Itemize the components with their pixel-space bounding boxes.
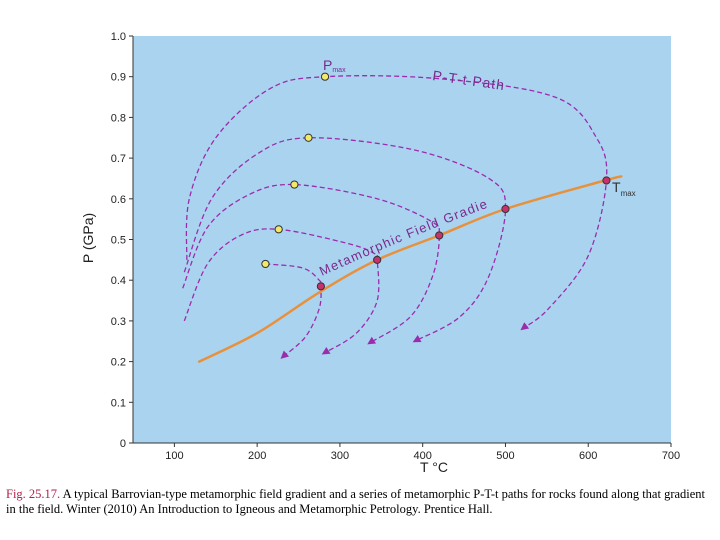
x-axis-label: T °C (420, 459, 448, 475)
x-tick-label: 600 (579, 450, 597, 462)
y-tick-label: 0.9 (111, 72, 126, 84)
tmax-point (373, 255, 382, 264)
y-tick-label: 0.3 (111, 316, 126, 328)
axes: 0 0.1 0.2 0.3 0.4 0.5 0.6 0.7 0.8 0.9 1.0 100 200 300… (111, 31, 680, 462)
pt-t-path-line (182, 183, 440, 345)
x-tick-label: 100 (165, 450, 183, 462)
y-tick-label: 0.7 (111, 153, 126, 165)
y-tick-label: 0.8 (111, 112, 126, 124)
pt-t-path-line (185, 75, 608, 331)
x-tick-label: 700 (662, 450, 680, 462)
field-gradient (197, 175, 623, 363)
tmax-point (435, 231, 444, 240)
pmax-point (304, 133, 313, 142)
y-tick-label: 0.2 (111, 357, 126, 369)
pt-t-path-line (183, 228, 380, 355)
pt-chart: 0 0.1 0.2 0.3 0.4 0.5 0.6 0.7 0.8 0.9 1.0 100 200 300… (0, 0, 680, 475)
y-tick-label: 0 (120, 438, 126, 450)
points (261, 72, 611, 291)
plot-area (133, 36, 671, 443)
pmax-point (274, 225, 283, 234)
figure-caption: Fig. 25.17. A typical Barrovian-type met… (6, 487, 714, 517)
figure-number: Fig. 25.17. (6, 487, 61, 501)
caption-text: A typical Barrovian-type metamorphic fie… (6, 487, 706, 516)
y-axis-label: P (GPa) (80, 213, 96, 263)
x-tick-label: 500 (496, 450, 514, 462)
y-tick-label: 0.4 (111, 275, 126, 287)
pmax-label: Pmax (323, 57, 346, 74)
x-tick-label: 300 (331, 450, 349, 462)
y-tick-label: 0.6 (111, 194, 126, 206)
y-tick-label: 1.0 (111, 31, 126, 43)
pmax-point (261, 259, 270, 269)
tmax-label: Tmax (612, 179, 636, 198)
tmax-point (602, 176, 611, 185)
x-tick-label: 400 (414, 450, 432, 462)
x-tick-label: 200 (248, 450, 266, 462)
field-gradient-line (197, 175, 623, 363)
pt-t-path-line (183, 137, 507, 343)
pmax-point (290, 180, 299, 189)
y-tick-label: 0.1 (111, 397, 126, 409)
tmax-point (316, 282, 325, 291)
tmax-point (501, 204, 510, 214)
pmax-point (320, 72, 330, 81)
y-tick-label: 0.5 (111, 235, 126, 247)
